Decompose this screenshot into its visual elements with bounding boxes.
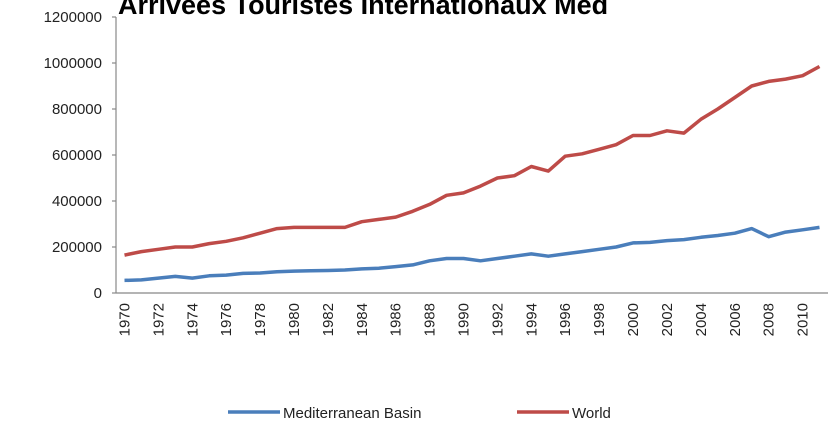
y-tick-label: 200000 <box>52 239 102 256</box>
x-tick-label: 1976 <box>218 303 235 336</box>
x-tick-label: 1992 <box>489 303 506 336</box>
x-tick-label: 2006 <box>727 303 744 336</box>
y-tick-label: 400000 <box>52 193 102 210</box>
x-tick-label: 1972 <box>150 303 167 336</box>
x-tick-label: 1990 <box>456 303 473 336</box>
x-tick-label: 1996 <box>557 303 574 336</box>
x-tick-label: 2004 <box>693 303 710 336</box>
x-tick-label: 1974 <box>184 303 201 336</box>
x-tick-label: 2002 <box>659 303 676 336</box>
x-tick-label: 1970 <box>116 303 133 336</box>
x-tick-label: 2010 <box>795 303 812 336</box>
x-tick-label: 1978 <box>252 303 269 336</box>
y-tick-label: 0 <box>94 285 102 302</box>
x-tick-label: 1988 <box>422 303 439 336</box>
x-tick-label: 1980 <box>286 303 303 336</box>
x-tick-label: 2000 <box>625 303 642 336</box>
x-tick-label: 1984 <box>354 303 371 336</box>
y-tick-label: 600000 <box>52 147 102 164</box>
x-tick-label: 2008 <box>761 303 778 336</box>
data-line <box>124 225 820 283</box>
y-tick-label: 1200000 <box>44 9 102 26</box>
x-tick-label: 1994 <box>523 303 540 336</box>
y-tick-label: 800000 <box>52 101 102 118</box>
x-tick-label: 1982 <box>320 303 337 336</box>
legend-label: Mediterranean Basin <box>283 405 421 422</box>
legend-label: World <box>572 405 611 422</box>
chart-title: Arrivées Touristes Internationaux Med <box>118 0 608 20</box>
data-line <box>124 64 821 257</box>
y-tick-label: 1000000 <box>44 55 102 72</box>
x-tick-label: 1986 <box>388 303 405 336</box>
x-tick-label: 1998 <box>591 303 608 336</box>
